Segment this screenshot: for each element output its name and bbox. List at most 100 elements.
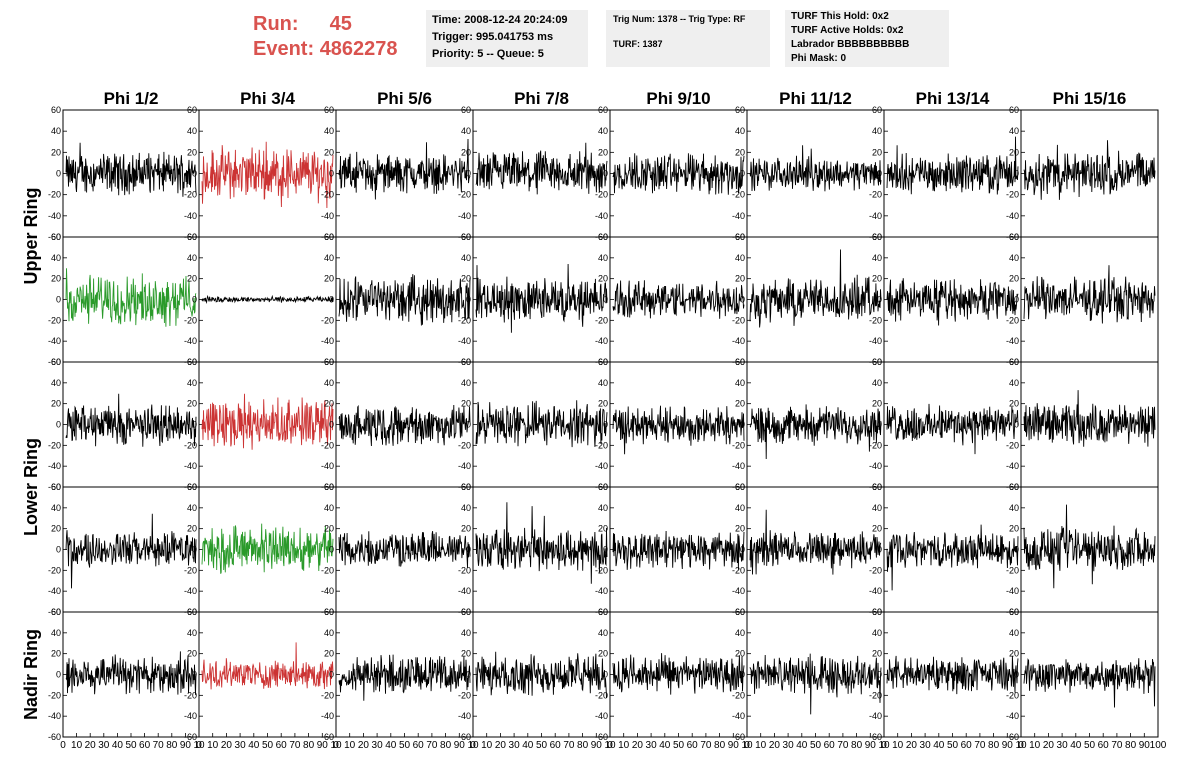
header: Run: 45 Event: 4862278 Time: 2008-12-24 … xyxy=(0,0,1196,80)
y-tick-label: -20 xyxy=(595,690,608,700)
y-tick-label: 20 xyxy=(598,147,608,157)
y-tick-label: 20 xyxy=(187,649,197,659)
x-tick-label: 90 xyxy=(591,740,603,751)
x-tick-label: 50 xyxy=(947,740,959,751)
x-tick-label: 0 xyxy=(60,740,66,751)
x-tick-label: 70 xyxy=(426,740,438,751)
x-tick-label: 60 xyxy=(824,740,836,751)
y-tick-label: 60 xyxy=(461,105,471,115)
y-tick-label: 40 xyxy=(324,628,334,638)
y-tick-label: -40 xyxy=(458,211,471,221)
x-tick-label: 20 xyxy=(221,740,233,751)
y-tick-label: 0 xyxy=(466,670,471,680)
y-tick-label: -20 xyxy=(1006,565,1019,575)
y-tick-label: 40 xyxy=(598,628,608,638)
x-tick-label: 20 xyxy=(358,740,370,751)
x-tick-label: 70 xyxy=(153,740,165,751)
y-tick-label: 20 xyxy=(735,399,745,409)
y-tick-label: 0 xyxy=(1014,295,1019,305)
x-tick-label: 80 xyxy=(440,740,452,751)
trig-num-line: Trig Num: 1378 -- Trig Type: RF xyxy=(613,14,746,24)
run-label-line: Run: 45 xyxy=(253,13,352,36)
waveform-trace xyxy=(338,531,471,568)
event-value: 4862278 xyxy=(319,38,398,60)
y-tick-label: 60 xyxy=(872,232,882,242)
y-tick-label: -40 xyxy=(595,461,608,471)
x-tick-label: 50 xyxy=(810,740,822,751)
y-tick-label: 40 xyxy=(598,503,608,513)
y-tick-label: 60 xyxy=(51,607,61,617)
y-tick-label: 40 xyxy=(324,503,334,513)
y-tick-label: 40 xyxy=(51,503,61,513)
x-tick-label: 90 xyxy=(454,740,466,751)
y-tick-label: -20 xyxy=(48,190,61,200)
y-tick-label: -40 xyxy=(1006,586,1019,596)
y-tick-label: 40 xyxy=(51,253,61,263)
y-tick-label: -20 xyxy=(321,690,334,700)
y-tick-label: -20 xyxy=(458,690,471,700)
waveform-trace xyxy=(749,249,882,328)
y-tick-label: 40 xyxy=(598,253,608,263)
y-tick-label: 0 xyxy=(466,545,471,555)
y-tick-label: 20 xyxy=(598,524,608,534)
y-tick-label: -20 xyxy=(869,190,882,200)
waveform-trace xyxy=(749,653,882,715)
y-tick-label: 40 xyxy=(735,126,745,136)
column-title: Phi 5/6 xyxy=(377,89,432,108)
y-tick-label: 0 xyxy=(877,420,882,430)
x-tick-label: 0 xyxy=(744,740,750,751)
y-tick-label: -40 xyxy=(869,586,882,596)
y-tick-label: -40 xyxy=(732,711,745,721)
y-tick-label: 0 xyxy=(740,295,745,305)
waveform-trace xyxy=(338,274,471,326)
y-tick-label: 60 xyxy=(461,357,471,367)
y-tick-label: -20 xyxy=(732,315,745,325)
x-tick-label: 10 xyxy=(604,740,616,751)
x-tick-label: 70 xyxy=(563,740,575,751)
y-tick-label: 20 xyxy=(1009,524,1019,534)
y-tick-label: -20 xyxy=(184,190,197,200)
y-tick-label: -40 xyxy=(869,336,882,346)
y-tick-label: 40 xyxy=(187,126,197,136)
x-tick-label: 80 xyxy=(1125,740,1137,751)
y-tick-label: 40 xyxy=(735,378,745,388)
y-tick-label: 20 xyxy=(324,399,334,409)
y-tick-label: 60 xyxy=(51,357,61,367)
x-tick-label: 70 xyxy=(700,740,712,751)
y-tick-label: 40 xyxy=(461,628,471,638)
y-tick-label: 20 xyxy=(324,524,334,534)
y-tick-label: -40 xyxy=(732,586,745,596)
y-tick-label: 20 xyxy=(51,274,61,284)
x-tick-label: 10 xyxy=(481,740,493,751)
waveform-trace xyxy=(749,404,882,460)
y-tick-label: 40 xyxy=(735,253,745,263)
y-tick-label: 40 xyxy=(324,126,334,136)
y-tick-label: 60 xyxy=(324,482,334,492)
waveform-trace xyxy=(201,141,334,209)
waveform-trace xyxy=(612,653,745,695)
x-tick-label: 40 xyxy=(112,740,124,751)
y-tick-label: -40 xyxy=(732,211,745,221)
x-tick-label: 0 xyxy=(881,740,887,751)
x-tick-label: 10 xyxy=(207,740,219,751)
turf-hold-line: TURF This Hold: 0x2 xyxy=(791,11,889,22)
x-tick-label: 30 xyxy=(509,740,521,751)
y-tick-label: -40 xyxy=(48,461,61,471)
y-tick-label: 0 xyxy=(466,420,471,430)
y-tick-label: -20 xyxy=(321,565,334,575)
y-tick-label: 0 xyxy=(740,670,745,680)
y-tick-label: -20 xyxy=(869,315,882,325)
waveform-trace xyxy=(886,403,1019,455)
y-tick-label: 40 xyxy=(872,126,882,136)
y-tick-label: -60 xyxy=(732,732,745,742)
x-tick-label: 50 xyxy=(536,740,548,751)
x-tick-label: 80 xyxy=(303,740,315,751)
x-tick-label: 10 xyxy=(193,740,205,751)
waveform-trace xyxy=(886,524,1019,591)
y-tick-label: 20 xyxy=(324,649,334,659)
y-tick-label: 40 xyxy=(598,126,608,136)
y-tick-label: 0 xyxy=(1014,420,1019,430)
x-tick-label: 40 xyxy=(796,740,808,751)
x-tick-label: 20 xyxy=(85,740,97,751)
